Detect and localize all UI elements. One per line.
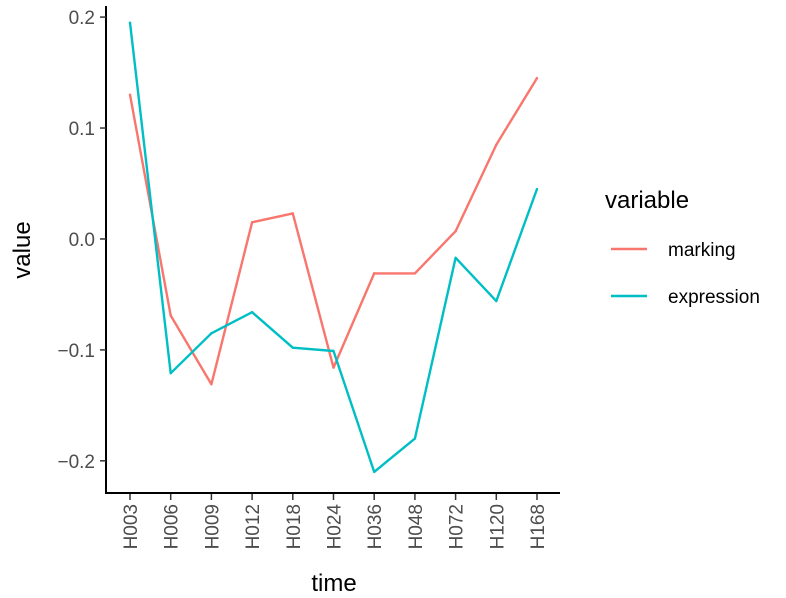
data-point-expression xyxy=(210,332,213,335)
data-point-expression xyxy=(413,437,417,440)
data-point-marking xyxy=(291,212,294,215)
x-tick-label: H168 xyxy=(528,504,549,549)
y-tick-label: 0.0 xyxy=(69,230,95,251)
legend-label-marking: marking xyxy=(668,240,736,261)
series-line-marking xyxy=(128,77,539,386)
x-ticks: H003 H006 H009 H012 H018 H024 H036 H048 H072 H120… xyxy=(121,494,549,549)
x-axis-title: time xyxy=(311,570,356,597)
x-tick-label: H012 xyxy=(243,504,264,549)
x-tick-label: H072 xyxy=(447,504,468,549)
y-axis-title: value xyxy=(9,221,36,278)
x-tick-label: H048 xyxy=(406,504,427,549)
y-ticks: 0.2 0.1 0.0 −0.1 −0.2 xyxy=(57,8,106,473)
data-point-marking xyxy=(495,143,498,146)
x-tick-label: H120 xyxy=(487,504,508,549)
data-point-expression xyxy=(373,470,376,474)
data-point-expression xyxy=(291,346,294,349)
x-tick-label: H003 xyxy=(121,504,142,549)
x-tick-label: H018 xyxy=(284,504,305,549)
x-tick-label: H036 xyxy=(365,504,386,549)
legend-items: marking expression xyxy=(611,240,760,308)
data-point-expression xyxy=(495,299,498,303)
data-point-marking xyxy=(128,93,132,96)
x-tick-label: H024 xyxy=(325,504,346,550)
data-point-marking xyxy=(169,314,172,317)
axes xyxy=(105,6,560,494)
data-point-marking xyxy=(332,366,335,369)
data-point-expression xyxy=(128,21,132,24)
data-point-expression xyxy=(169,371,172,375)
x-tick-label: H009 xyxy=(202,504,223,549)
legend-title: variable xyxy=(605,187,689,214)
series-line-expression xyxy=(128,22,539,474)
data-point-marking xyxy=(413,272,417,275)
data-point-marking xyxy=(373,272,376,275)
data-point-expression xyxy=(535,187,539,191)
data-point-expression xyxy=(250,310,254,314)
plot-lines xyxy=(128,21,539,474)
data-point-expression xyxy=(454,256,457,260)
data-point-marking xyxy=(454,229,457,233)
data-point-expression xyxy=(332,349,335,353)
x-tick-label: H006 xyxy=(162,504,183,549)
y-tick-label: 0.1 xyxy=(69,119,95,140)
y-tick-label: −0.2 xyxy=(57,452,95,473)
legend-label-expression: expression xyxy=(668,287,760,308)
y-tick-label: 0.2 xyxy=(69,8,95,29)
data-point-marking xyxy=(535,76,539,80)
legend: variable marking expression xyxy=(605,187,760,308)
data-point-marking xyxy=(250,221,254,224)
data-point-marking xyxy=(210,383,213,386)
y-tick-label: −0.1 xyxy=(57,341,95,362)
